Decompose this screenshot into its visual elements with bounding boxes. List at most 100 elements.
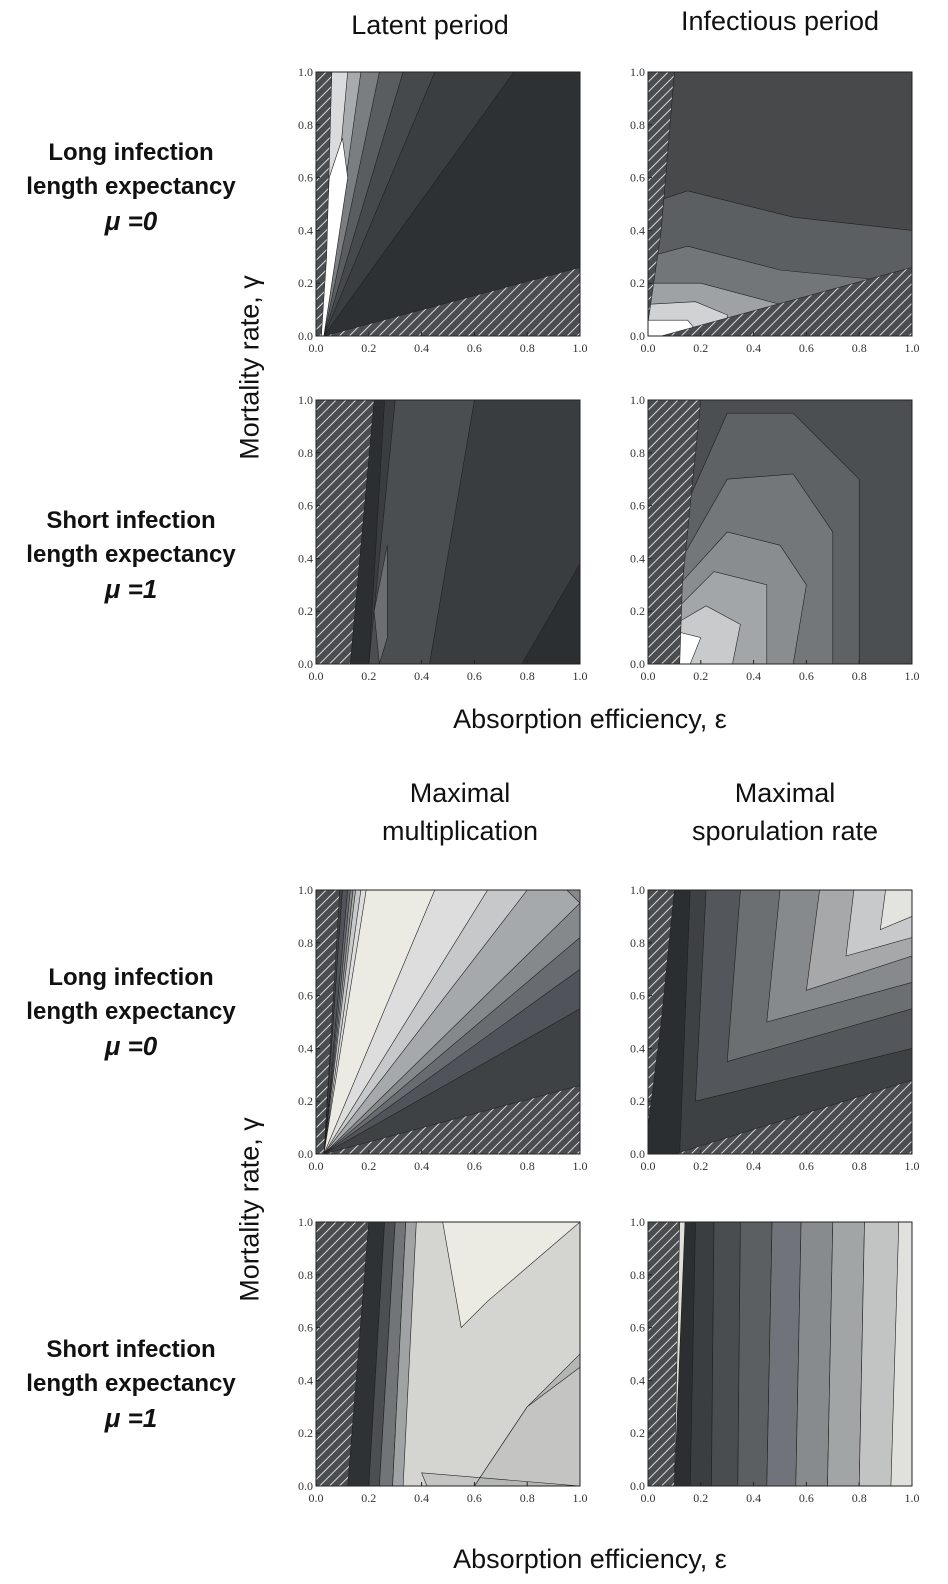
row-label-short-line2-b: length expectancy — [26, 1370, 236, 1397]
x-tick-label: 0.0 — [641, 341, 656, 355]
y-tick-label: 0.4 — [630, 1041, 645, 1055]
infeasible-hatch-1 — [316, 890, 341, 1154]
y-tick-label: 0.8 — [298, 936, 313, 950]
row-label-long-line2: length expectancy — [26, 173, 236, 200]
panel-infectious-long: 0.00.0 0.2 0.2 0.4 0.4 0.6 0.6 0.8 0.8 1.0 1.0 — [630, 65, 920, 355]
contour-level-2 — [368, 400, 475, 664]
contour-level-7 — [879, 890, 912, 931]
y-tick-label: 0.0 — [630, 1147, 645, 1161]
x-tick-label: 0.6 — [799, 1159, 814, 1173]
contour-level-2 — [421, 1366, 580, 1486]
contour-level-1 — [674, 1222, 696, 1486]
y-tick-label: 1.0 — [298, 1215, 313, 1229]
row-label-short-top: Short infection length expectancy μ =1 — [0, 504, 262, 606]
row-label-short-bottom: Short infection length expectancy μ =1 — [0, 1333, 262, 1435]
y-tick-label: 0.8 — [630, 446, 645, 460]
x-tick-label: 0.6 — [799, 669, 814, 683]
x-tick-label: 0.0 — [309, 1491, 324, 1505]
x-tick-label: 0.4 — [746, 1491, 761, 1505]
plot-area — [648, 1222, 912, 1486]
plot-area — [648, 890, 912, 1154]
row-label-short-mu-b: μ =1 — [104, 1403, 158, 1433]
x-tick-label: 0.2 — [693, 669, 708, 683]
x-tick-label: 0.0 — [641, 1491, 656, 1505]
x-tick-label: 0.2 — [361, 1159, 376, 1173]
y-tick-label: 0.2 — [630, 1426, 645, 1440]
x-axis-label-top: Absorption efficiency, ε — [453, 704, 727, 734]
plot-frame — [315, 399, 581, 665]
x-tick-label: 0.2 — [693, 1491, 708, 1505]
contour-level-5 — [368, 1222, 396, 1486]
x-tick-label: 0.4 — [746, 1159, 761, 1173]
row-label-long-mu-b: μ =0 — [104, 1031, 158, 1061]
y-tick-label: 0.4 — [630, 223, 645, 237]
plot-area — [648, 72, 912, 336]
title-maximal-sporulation-2: sporulation rate — [691, 816, 879, 846]
title-infectious-period: Infectious period — [680, 6, 880, 36]
y-tick-label: 0.4 — [298, 223, 313, 237]
y-tick-label: 1.0 — [298, 65, 313, 79]
y-tick-label: 0.4 — [298, 1041, 313, 1055]
x-tick-label: 1.0 — [905, 1159, 920, 1173]
plot-frame — [647, 399, 913, 665]
row-label-long-line1: Long infection — [48, 139, 214, 166]
y-tick-label: 0.2 — [298, 1094, 313, 1108]
x-tick-label: 1.0 — [573, 1159, 588, 1173]
y-tick-label: 1.0 — [298, 393, 313, 407]
y-tick-label: 0.2 — [298, 604, 313, 618]
y-tick-label: 1.0 — [630, 1215, 645, 1229]
contour-level-3 — [711, 1222, 741, 1486]
x-tick-label: 0.0 — [641, 1159, 656, 1173]
title-latent-period: Latent period — [351, 10, 509, 40]
plot-frame — [647, 71, 913, 337]
contour-level-3 — [373, 545, 388, 664]
y-axis-label-bottom: Mortality rate, γ — [234, 1117, 265, 1302]
infeasible-hatch-1 — [316, 72, 333, 336]
panel-infectious-short: 0.00.0 0.2 0.2 0.4 0.4 0.6 0.6 0.8 0.8 1.0 1.0 — [630, 393, 920, 683]
row-label-short-line2: length expectancy — [26, 541, 236, 568]
y-tick-label: 0.8 — [630, 118, 645, 132]
infeasible-hatch-1 — [316, 1222, 370, 1486]
x-tick-label: 0.6 — [467, 1159, 482, 1173]
x-tick-label: 0.6 — [799, 1491, 814, 1505]
y-tick-label: 0.0 — [630, 657, 645, 671]
plot-frame — [315, 71, 581, 337]
y-tick-label: 0.6 — [298, 989, 313, 1003]
y-tick-label: 0.0 — [630, 1479, 645, 1493]
contour-level-7 — [320, 137, 349, 336]
panel-maxspor-long: 0.00.0 0.2 0.2 0.4 0.4 0.6 0.6 0.8 0.8 1.0 1.0 — [630, 883, 920, 1173]
y-tick-label: 0.8 — [298, 1268, 313, 1282]
x-tick-label: 0.4 — [746, 341, 761, 355]
panel-maxspor-short: 0.00.0 0.2 0.2 0.4 0.4 0.6 0.6 0.8 0.8 1.0 1.0 — [630, 1215, 920, 1505]
y-tick-label: 1.0 — [298, 883, 313, 897]
infeasible-hatch-2 — [323, 267, 580, 336]
y-tick-label: 1.0 — [630, 883, 645, 897]
x-tick-label: 1.0 — [573, 341, 588, 355]
plot-frame — [315, 1221, 581, 1487]
x-tick-label: 1.0 — [573, 1491, 588, 1505]
y-tick-label: 0.2 — [630, 1094, 645, 1108]
x-tick-label: 0.6 — [467, 341, 482, 355]
infeasible-hatch-1 — [648, 72, 675, 323]
x-tick-label: 1.0 — [573, 669, 588, 683]
contour-level-6 — [379, 1222, 407, 1486]
y-tick-label: 0.8 — [298, 446, 313, 460]
x-tick-label: 0.4 — [414, 341, 429, 355]
x-tick-label: 1.0 — [905, 669, 920, 683]
contour-level-2 — [689, 1222, 715, 1486]
row-label-short-mu: μ =1 — [104, 574, 158, 604]
panel-latent-short: 0.00.0 0.2 0.2 0.4 0.4 0.6 0.6 0.8 0.8 1.0 1.0 — [298, 393, 588, 683]
plot-frame — [647, 1221, 913, 1487]
x-tick-label: 0.0 — [641, 669, 656, 683]
row-label-long-mu: μ =0 — [104, 206, 158, 236]
panel-latent-long: 0.00.0 0.2 0.2 0.4 0.4 0.6 0.6 0.8 0.8 1.0 1.0 — [298, 65, 588, 355]
y-tick-label: 0.6 — [630, 1321, 645, 1335]
x-tick-label: 0.4 — [746, 669, 761, 683]
x-tick-label: 0.4 — [414, 669, 429, 683]
title-maximal-multiplication-2: multiplication — [381, 816, 539, 846]
contour-level-3 — [442, 1222, 580, 1329]
x-tick-label: 0.0 — [309, 341, 324, 355]
infeasible-hatch-1 — [648, 890, 675, 1128]
row-label-short-line1: Short infection — [46, 507, 216, 534]
panel-maxmult-short: 0.00.0 0.2 0.2 0.4 0.4 0.6 0.6 0.8 0.8 1.0 1.0 — [298, 1215, 588, 1505]
